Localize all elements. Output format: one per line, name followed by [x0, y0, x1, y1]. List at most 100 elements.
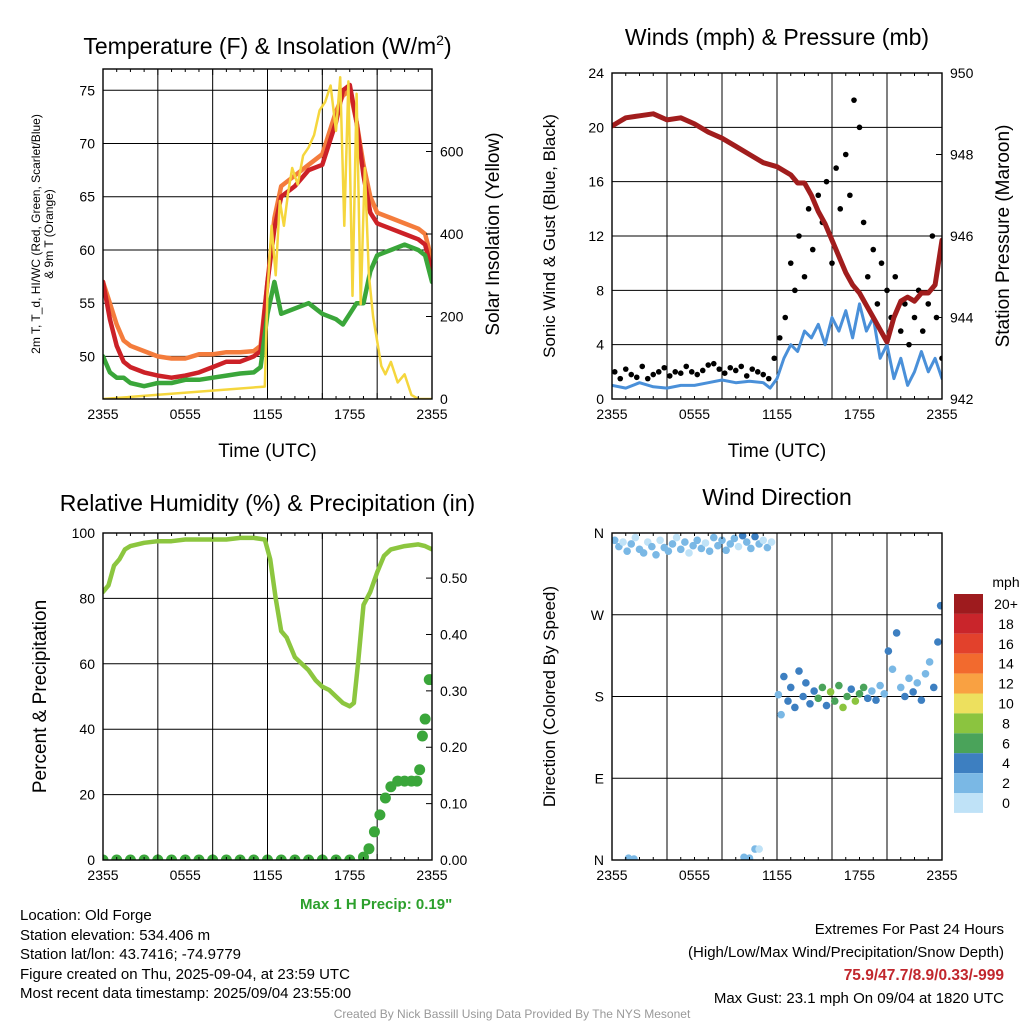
direction-point: [847, 685, 856, 694]
data-point: [842, 151, 849, 158]
data-point: [860, 219, 867, 226]
y-right-tick-label: 0: [440, 391, 448, 407]
direction-point: [734, 542, 743, 551]
data-point: [878, 260, 885, 266]
data-point: [743, 373, 750, 379]
y-right-tick-label: 600: [440, 144, 464, 160]
direction-point: [767, 538, 776, 546]
direction-point: [623, 547, 631, 555]
colorbar-swatch: [954, 753, 983, 774]
direction-point: [843, 692, 851, 701]
data-point: [906, 341, 912, 348]
direction-point: [880, 689, 889, 698]
data-point: [628, 371, 635, 378]
data-point: [666, 373, 673, 379]
x-tick-label: 2355: [87, 406, 118, 422]
y-axis-label-line-1: 2m T, T_d, HI/WC (Red, Green, Scarlet/Bl…: [29, 114, 43, 354]
y-tick-label: 60: [79, 656, 95, 672]
direction-point: [786, 683, 795, 692]
x-axis-label: Time (UTC): [728, 441, 827, 462]
series-line-4: [103, 76, 432, 399]
y-right-tick-label: 0.30: [440, 683, 467, 699]
y-tick-label: 20: [79, 787, 95, 803]
colorbar-label: 16: [998, 636, 1014, 652]
direction-point: [814, 694, 823, 703]
data-point: [661, 364, 668, 371]
data-point: [771, 355, 778, 362]
data-point: [884, 287, 890, 294]
direction-point: [896, 683, 905, 692]
data-point: [823, 178, 830, 185]
colorbar-label: 2: [1002, 775, 1010, 791]
x-tick-label: 0555: [170, 406, 201, 422]
y-tick-label: S: [595, 689, 604, 705]
x-tick-label: 0555: [170, 867, 201, 883]
direction-point: [859, 683, 868, 692]
direction-point: [921, 669, 930, 678]
direction-point: [855, 689, 864, 698]
direction-point: [892, 629, 901, 637]
direction-point: [802, 679, 810, 687]
data-point: [754, 369, 761, 375]
direction-point: [784, 697, 792, 705]
chart-title: Relative Humidity (%) & Precipitation (i…: [60, 490, 475, 516]
station-latlon: Station lat/lon: 43.7416; -74.9779: [20, 946, 242, 964]
data-point: [710, 360, 717, 367]
y-tick-label: 24: [588, 65, 604, 81]
data-point: [864, 273, 871, 280]
direction-point: [901, 692, 909, 701]
colorbar-label: 6: [1002, 735, 1010, 751]
direction-point: [835, 681, 843, 690]
y-axis-label-line-2: & 9m T (Orange): [42, 189, 56, 279]
data-point: [655, 369, 662, 375]
data-point: [829, 260, 835, 266]
data-point: [414, 764, 426, 776]
data-point: [870, 246, 877, 253]
colorbar-label: 20+: [994, 596, 1018, 612]
direction-point: [818, 683, 827, 692]
data-point: [617, 375, 624, 382]
direction-point: [697, 544, 706, 553]
colorbar-swatch: [954, 693, 983, 714]
direction-point: [718, 536, 726, 545]
data-point: [856, 124, 863, 131]
data-point: [639, 363, 646, 370]
data-point: [738, 363, 745, 370]
data-point: [837, 206, 844, 212]
chart-title: Winds (mph) & Pressure (mb): [625, 24, 929, 50]
direction-point: [810, 687, 818, 695]
direction-point: [863, 694, 872, 703]
direction-point: [826, 688, 835, 696]
series-line-1: [103, 535, 432, 709]
y-axis-label: Sonic Wind & Gust (Blue, Black): [540, 114, 559, 358]
direction-point: [656, 536, 664, 545]
series-group: [612, 533, 942, 860]
data-point: [357, 851, 369, 860]
direction-point: [652, 551, 660, 559]
y-right-tick-label: 944: [950, 310, 974, 326]
direction-point: [909, 688, 917, 696]
data-point: [792, 287, 798, 294]
y-tick-label: 0: [87, 852, 95, 868]
series-line-3: [103, 242, 432, 389]
direction-point: [676, 545, 685, 554]
y-tick-label: 20: [588, 119, 604, 135]
direction-point: [913, 679, 922, 687]
x-tick-label: 1755: [334, 867, 365, 883]
direction-point: [714, 541, 722, 550]
data-point: [644, 375, 651, 382]
data-point: [809, 246, 816, 253]
data-point: [103, 854, 109, 860]
direction-point: [693, 536, 702, 545]
direction-point: [751, 533, 759, 541]
direction-point: [888, 665, 897, 674]
direction-point: [872, 696, 880, 704]
data-point: [851, 97, 857, 103]
y-tick-label: 55: [79, 295, 95, 311]
data-point: [419, 713, 431, 725]
x-axis-label: Time (UTC): [218, 441, 317, 462]
data-point: [929, 233, 936, 239]
data-point: [760, 371, 767, 378]
colorbar-swatch: [954, 733, 983, 754]
